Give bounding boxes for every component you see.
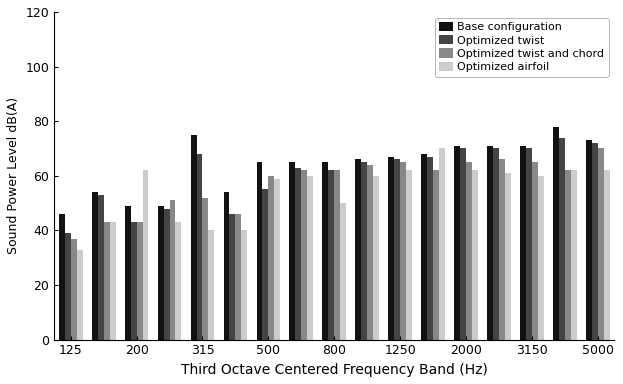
Bar (59, 214, 65, 339)
Bar (604, 170, 610, 339)
Bar (103, 222, 110, 339)
Legend: Base configuration, Optimized twist, Optimized twist and chord, Optimized airfoi: Base configuration, Optimized twist, Opt… (435, 18, 609, 76)
Bar (421, 154, 427, 339)
Bar (302, 170, 307, 339)
Bar (169, 200, 176, 339)
Bar (505, 173, 511, 339)
Bar (565, 170, 571, 339)
Bar (598, 149, 604, 339)
Bar (388, 157, 394, 339)
Bar (454, 146, 460, 339)
Bar (439, 149, 445, 339)
Bar (158, 206, 164, 339)
Bar (335, 170, 340, 339)
Bar (433, 170, 439, 339)
Bar (196, 154, 202, 339)
Bar (274, 179, 280, 339)
Bar (493, 149, 499, 339)
Bar (202, 198, 209, 339)
Bar (110, 222, 115, 339)
Bar (229, 214, 235, 339)
Bar (373, 176, 379, 339)
Bar (262, 189, 269, 339)
X-axis label: Third Octave Centered Frequency Band (Hz): Third Octave Centered Frequency Band (Hz… (181, 363, 488, 377)
Bar (532, 162, 538, 339)
Bar (472, 170, 478, 339)
Bar (322, 162, 328, 339)
Bar (295, 167, 302, 339)
Bar (131, 222, 136, 339)
Bar (92, 192, 98, 339)
Bar (257, 162, 262, 339)
Bar (191, 135, 196, 339)
Bar (367, 165, 373, 339)
Bar (176, 222, 181, 339)
Bar (70, 238, 77, 339)
Bar (65, 233, 70, 339)
Bar (290, 162, 295, 339)
Bar (355, 159, 361, 339)
Bar (406, 170, 412, 339)
Bar (361, 162, 367, 339)
Bar (269, 176, 274, 339)
Bar (307, 176, 313, 339)
Bar (427, 157, 433, 339)
Bar (460, 149, 466, 339)
Bar (241, 230, 247, 339)
Bar (164, 209, 169, 339)
Y-axis label: Sound Power Level dB(A): Sound Power Level dB(A) (7, 97, 20, 254)
Bar (586, 140, 592, 339)
Bar (136, 222, 143, 339)
Bar (559, 137, 565, 339)
Bar (592, 143, 598, 339)
Bar (553, 127, 559, 339)
Bar (77, 250, 83, 339)
Bar (98, 195, 103, 339)
Bar (235, 214, 241, 339)
Bar (143, 170, 148, 339)
Bar (520, 146, 526, 339)
Bar (499, 159, 505, 339)
Bar (209, 230, 214, 339)
Bar (394, 159, 400, 339)
Bar (571, 170, 577, 339)
Bar (340, 203, 346, 339)
Bar (526, 149, 532, 339)
Bar (224, 192, 229, 339)
Bar (466, 162, 472, 339)
Bar (328, 170, 335, 339)
Bar (400, 162, 406, 339)
Bar (538, 176, 544, 339)
Bar (125, 206, 131, 339)
Bar (487, 146, 493, 339)
